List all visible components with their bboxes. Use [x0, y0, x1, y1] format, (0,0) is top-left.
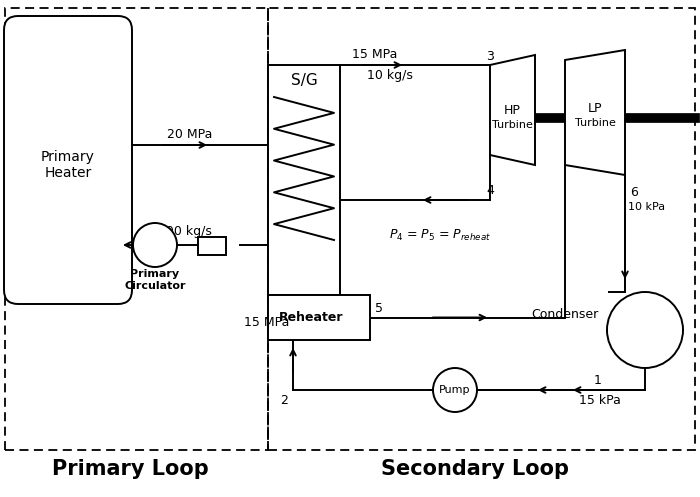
Text: 5: 5 — [375, 302, 383, 315]
Circle shape — [133, 223, 177, 267]
Text: Primary
Heater: Primary Heater — [41, 150, 95, 180]
Bar — [268, 65, 340, 295]
Text: Primary
Circulator: Primary Circulator — [125, 269, 186, 291]
Polygon shape — [565, 50, 625, 175]
Text: 6: 6 — [630, 186, 638, 199]
Text: Turbine: Turbine — [575, 118, 615, 128]
Text: $P_4$ = $P_5$ = $P_{reheat}$: $P_4$ = $P_5$ = $P_{reheat}$ — [389, 228, 491, 243]
Polygon shape — [490, 55, 535, 165]
Text: 15 kPa: 15 kPa — [579, 395, 621, 408]
Text: LP: LP — [588, 101, 602, 114]
Text: HP: HP — [503, 103, 520, 116]
Bar — [5, 8, 268, 450]
Circle shape — [433, 368, 477, 412]
Text: Pump: Pump — [440, 385, 470, 395]
Text: Condenser: Condenser — [531, 309, 598, 322]
Text: 15 MPa: 15 MPa — [244, 316, 289, 329]
Text: 100 kg/s: 100 kg/s — [158, 225, 212, 238]
Text: Reheater: Reheater — [279, 311, 343, 324]
Text: 20 MPa: 20 MPa — [167, 128, 213, 141]
Text: Turbine: Turbine — [491, 120, 533, 130]
Text: 2: 2 — [280, 394, 288, 407]
Circle shape — [607, 292, 683, 368]
Text: Secondary Loop: Secondary Loop — [381, 459, 569, 479]
Text: 4: 4 — [486, 184, 494, 197]
Bar — [268, 8, 695, 450]
Text: 10 kPa: 10 kPa — [628, 202, 665, 212]
Text: 10 kg/s: 10 kg/s — [367, 70, 413, 83]
Bar — [268, 295, 370, 340]
Text: 15 MPa: 15 MPa — [352, 49, 398, 62]
Text: 1: 1 — [594, 375, 602, 388]
Text: Primary Loop: Primary Loop — [52, 459, 209, 479]
Text: S/G: S/G — [290, 74, 317, 88]
Bar — [198, 237, 226, 255]
FancyBboxPatch shape — [4, 16, 132, 304]
Text: 3: 3 — [486, 50, 494, 63]
